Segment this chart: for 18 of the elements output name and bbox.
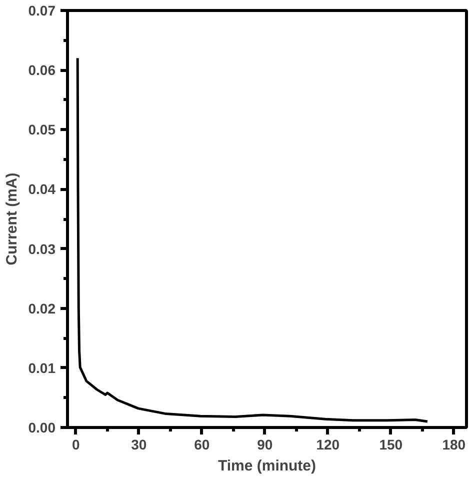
- line-series: [76, 56, 429, 423]
- y-tick-label: 0.04: [28, 181, 56, 198]
- y-tick-label: 0.03: [28, 240, 56, 257]
- y-tick-label: 0.02: [28, 300, 56, 316]
- y-tick-label: 0.05: [28, 122, 56, 138]
- x-tick-label: 60: [194, 436, 210, 452]
- y-tick-label: 0.07: [28, 2, 56, 18]
- x-tick-label: 30: [131, 436, 147, 452]
- x-tick-label: 120: [316, 436, 340, 452]
- x-tick-label: 180: [442, 436, 466, 452]
- y-tick-label: 0.06: [28, 62, 56, 78]
- x-tick-label: 150: [379, 436, 403, 452]
- y-tick-label: 0.00: [28, 420, 56, 436]
- x-tick-label: 90: [257, 436, 273, 452]
- y-tick-label: 0.01: [28, 360, 56, 376]
- y-axis-title: Current (mA): [3, 172, 20, 266]
- x-axis-title: Time (minute): [218, 458, 316, 474]
- x-tick-label: 0: [72, 436, 80, 452]
